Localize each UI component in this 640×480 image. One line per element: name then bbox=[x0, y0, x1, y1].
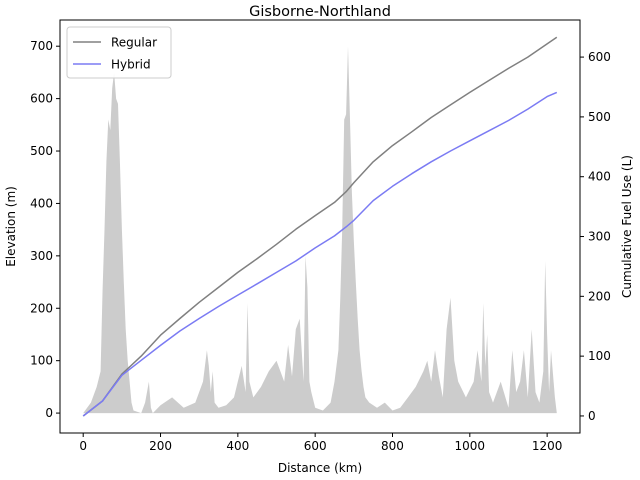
y-tick-label: 400 bbox=[30, 196, 53, 210]
x-tick-label: 400 bbox=[226, 439, 249, 453]
y-axis-left: 0 100 200 300 400 500 600 700 bbox=[30, 39, 60, 420]
x-tick-label: 0 bbox=[79, 439, 87, 453]
x-tick-label: 200 bbox=[149, 439, 172, 453]
y-tick-label: 700 bbox=[30, 39, 53, 53]
y-tick-label: 100 bbox=[30, 354, 53, 368]
x-tick-label: 1200 bbox=[532, 439, 563, 453]
legend-box bbox=[66, 26, 172, 79]
x-axis-title: Distance (km) bbox=[278, 461, 362, 475]
series-line-hybrid bbox=[82, 91, 558, 417]
y-axis-right: 0 100 200 300 400 500 600 bbox=[580, 50, 611, 423]
y-tick-label: 200 bbox=[30, 301, 53, 315]
y2-tick-label: 200 bbox=[588, 289, 611, 303]
y-tick-label: 600 bbox=[30, 92, 53, 106]
x-tick-label: 600 bbox=[304, 439, 327, 453]
y-tick-label: 500 bbox=[30, 144, 53, 158]
legend-label-regular: Regular bbox=[111, 36, 157, 50]
plot-frame bbox=[59, 19, 581, 434]
x-tick-label: 1000 bbox=[455, 439, 486, 453]
y2-tick-label: 100 bbox=[588, 349, 611, 363]
y2-tick-label: 500 bbox=[588, 110, 611, 124]
y2-tick-label: 400 bbox=[588, 170, 611, 184]
fuel-lines-layer bbox=[82, 36, 558, 417]
y2-tick-label: 300 bbox=[588, 230, 611, 244]
y2-tick-label: 0 bbox=[588, 409, 596, 423]
legend-label-hybrid: Hybrid bbox=[111, 58, 151, 72]
legend: Regular Hybrid bbox=[66, 26, 172, 79]
x-tick-label: 800 bbox=[381, 439, 404, 453]
y2-axis-title: Cumulative Fuel Use (L) bbox=[620, 155, 634, 298]
series-line-regular bbox=[82, 36, 558, 417]
y-axis-title: Elevation (m) bbox=[4, 186, 18, 267]
y-tick-label: 0 bbox=[45, 406, 53, 420]
y2-tick-label: 600 bbox=[588, 50, 611, 64]
chart-title: Gisborne-Northland bbox=[249, 4, 391, 20]
y-tick-label: 300 bbox=[30, 249, 53, 263]
x-axis: 0 200 400 600 800 1000 1200 bbox=[79, 433, 562, 453]
